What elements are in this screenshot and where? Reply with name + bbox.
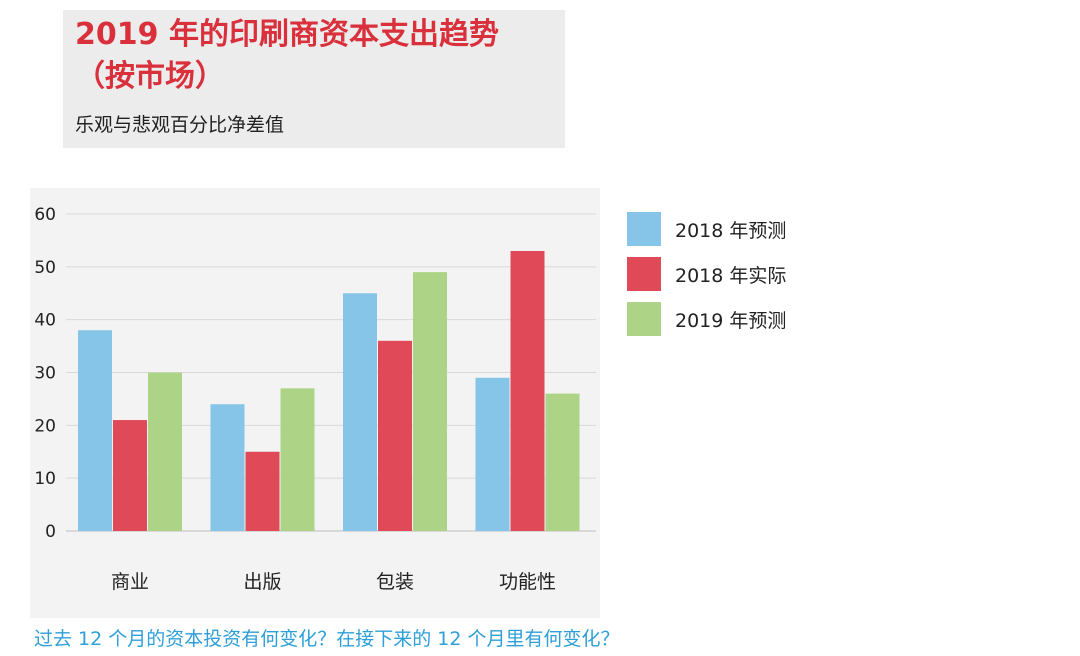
category-label: 包装 — [376, 571, 414, 593]
bar — [378, 340, 412, 531]
legend-item: 2018 年预测 — [627, 212, 786, 246]
bar — [475, 377, 510, 531]
legend-item: 2018 年实际 — [627, 257, 786, 291]
y-tick-label: 60 — [34, 205, 56, 225]
bar — [343, 293, 377, 531]
legend-swatch-2019-forecast — [627, 302, 661, 336]
bar — [545, 393, 580, 531]
y-axis-ticks: 0 10 20 30 40 50 60 — [34, 205, 56, 542]
legend-item: 2019 年预测 — [627, 302, 786, 336]
legend-swatch-2018-actual — [627, 257, 661, 291]
legend-label-2018-actual: 2018 年实际 — [675, 264, 787, 287]
y-tick-label: 10 — [34, 469, 56, 489]
chart-title: 2019 年的印刷商资本支出趋势（按市场） — [75, 17, 499, 94]
title-box: 2019 年的印刷商资本支出趋势（按市场） 乐观与悲观百分比净差值 — [63, 10, 565, 148]
legend-label-2019-forecast: 2019 年预测 — [675, 309, 787, 332]
y-tick-label: 40 — [34, 311, 56, 331]
bar — [113, 420, 147, 531]
y-tick-label: 50 — [34, 258, 56, 278]
bar — [78, 330, 112, 531]
category-label: 功能性 — [499, 571, 556, 593]
legend-label-2018-forecast: 2018 年预测 — [675, 219, 787, 242]
category-labels: 商业 出版 包装 功能性 — [111, 571, 556, 593]
bars — [78, 250, 580, 531]
bar — [413, 272, 447, 531]
legend: 2018 年预测 2018 年实际 2019 年预测 — [627, 212, 786, 347]
bar — [510, 250, 545, 531]
y-tick-label: 20 — [34, 416, 56, 436]
y-tick-label: 0 — [45, 522, 56, 542]
category-label: 商业 — [111, 571, 149, 593]
survey-question: 过去 12 个月的资本投资有何变化？在接下来的 12 个月里有何变化？ — [34, 628, 620, 650]
legend-swatch-2018-forecast — [627, 212, 661, 246]
y-tick-label: 30 — [34, 364, 56, 384]
category-label: 出版 — [243, 571, 281, 593]
bar — [210, 404, 245, 531]
bar — [280, 388, 315, 531]
bar — [148, 372, 182, 531]
bar — [245, 451, 280, 531]
chart-subtitle: 乐观与悲观百分比净差值 — [75, 114, 285, 136]
